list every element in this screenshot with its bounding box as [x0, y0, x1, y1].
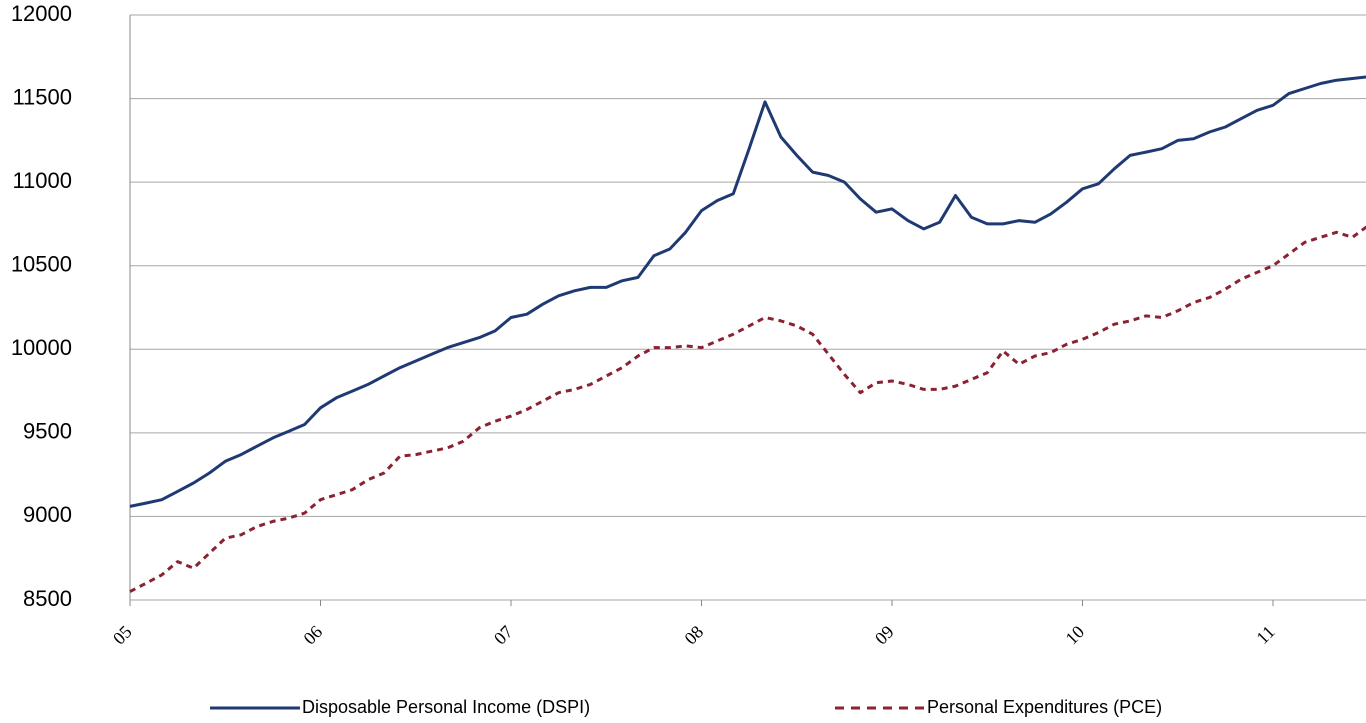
y-tick-label: 11500 [12, 84, 72, 109]
x-tick-label: 10 [1061, 622, 1088, 649]
x-tick-label: 08 [680, 622, 707, 649]
x-tick-label: 11 [1252, 622, 1278, 648]
data-line [129, 75, 1366, 508]
x-tick-label: 07 [490, 622, 517, 649]
legend-label: Disposable Personal Income (DSPI) [302, 697, 590, 717]
y-tick-label: 9500 [23, 419, 72, 444]
x-tick-label: 06 [299, 622, 326, 649]
x-tick-label: 05 [109, 622, 136, 649]
y-tick-label: 10000 [11, 335, 72, 360]
y-tick-label: 10500 [11, 252, 72, 277]
y-tick-label: 9000 [23, 502, 72, 527]
data-line [129, 225, 1366, 593]
x-tick-label: 09 [871, 622, 898, 649]
y-tick-label: 12000 [11, 1, 72, 26]
y-tick-label: 8500 [23, 586, 72, 611]
y-tick-label: 11000 [12, 168, 72, 193]
legend-label: Personal Expenditures (PCE) [927, 697, 1162, 717]
